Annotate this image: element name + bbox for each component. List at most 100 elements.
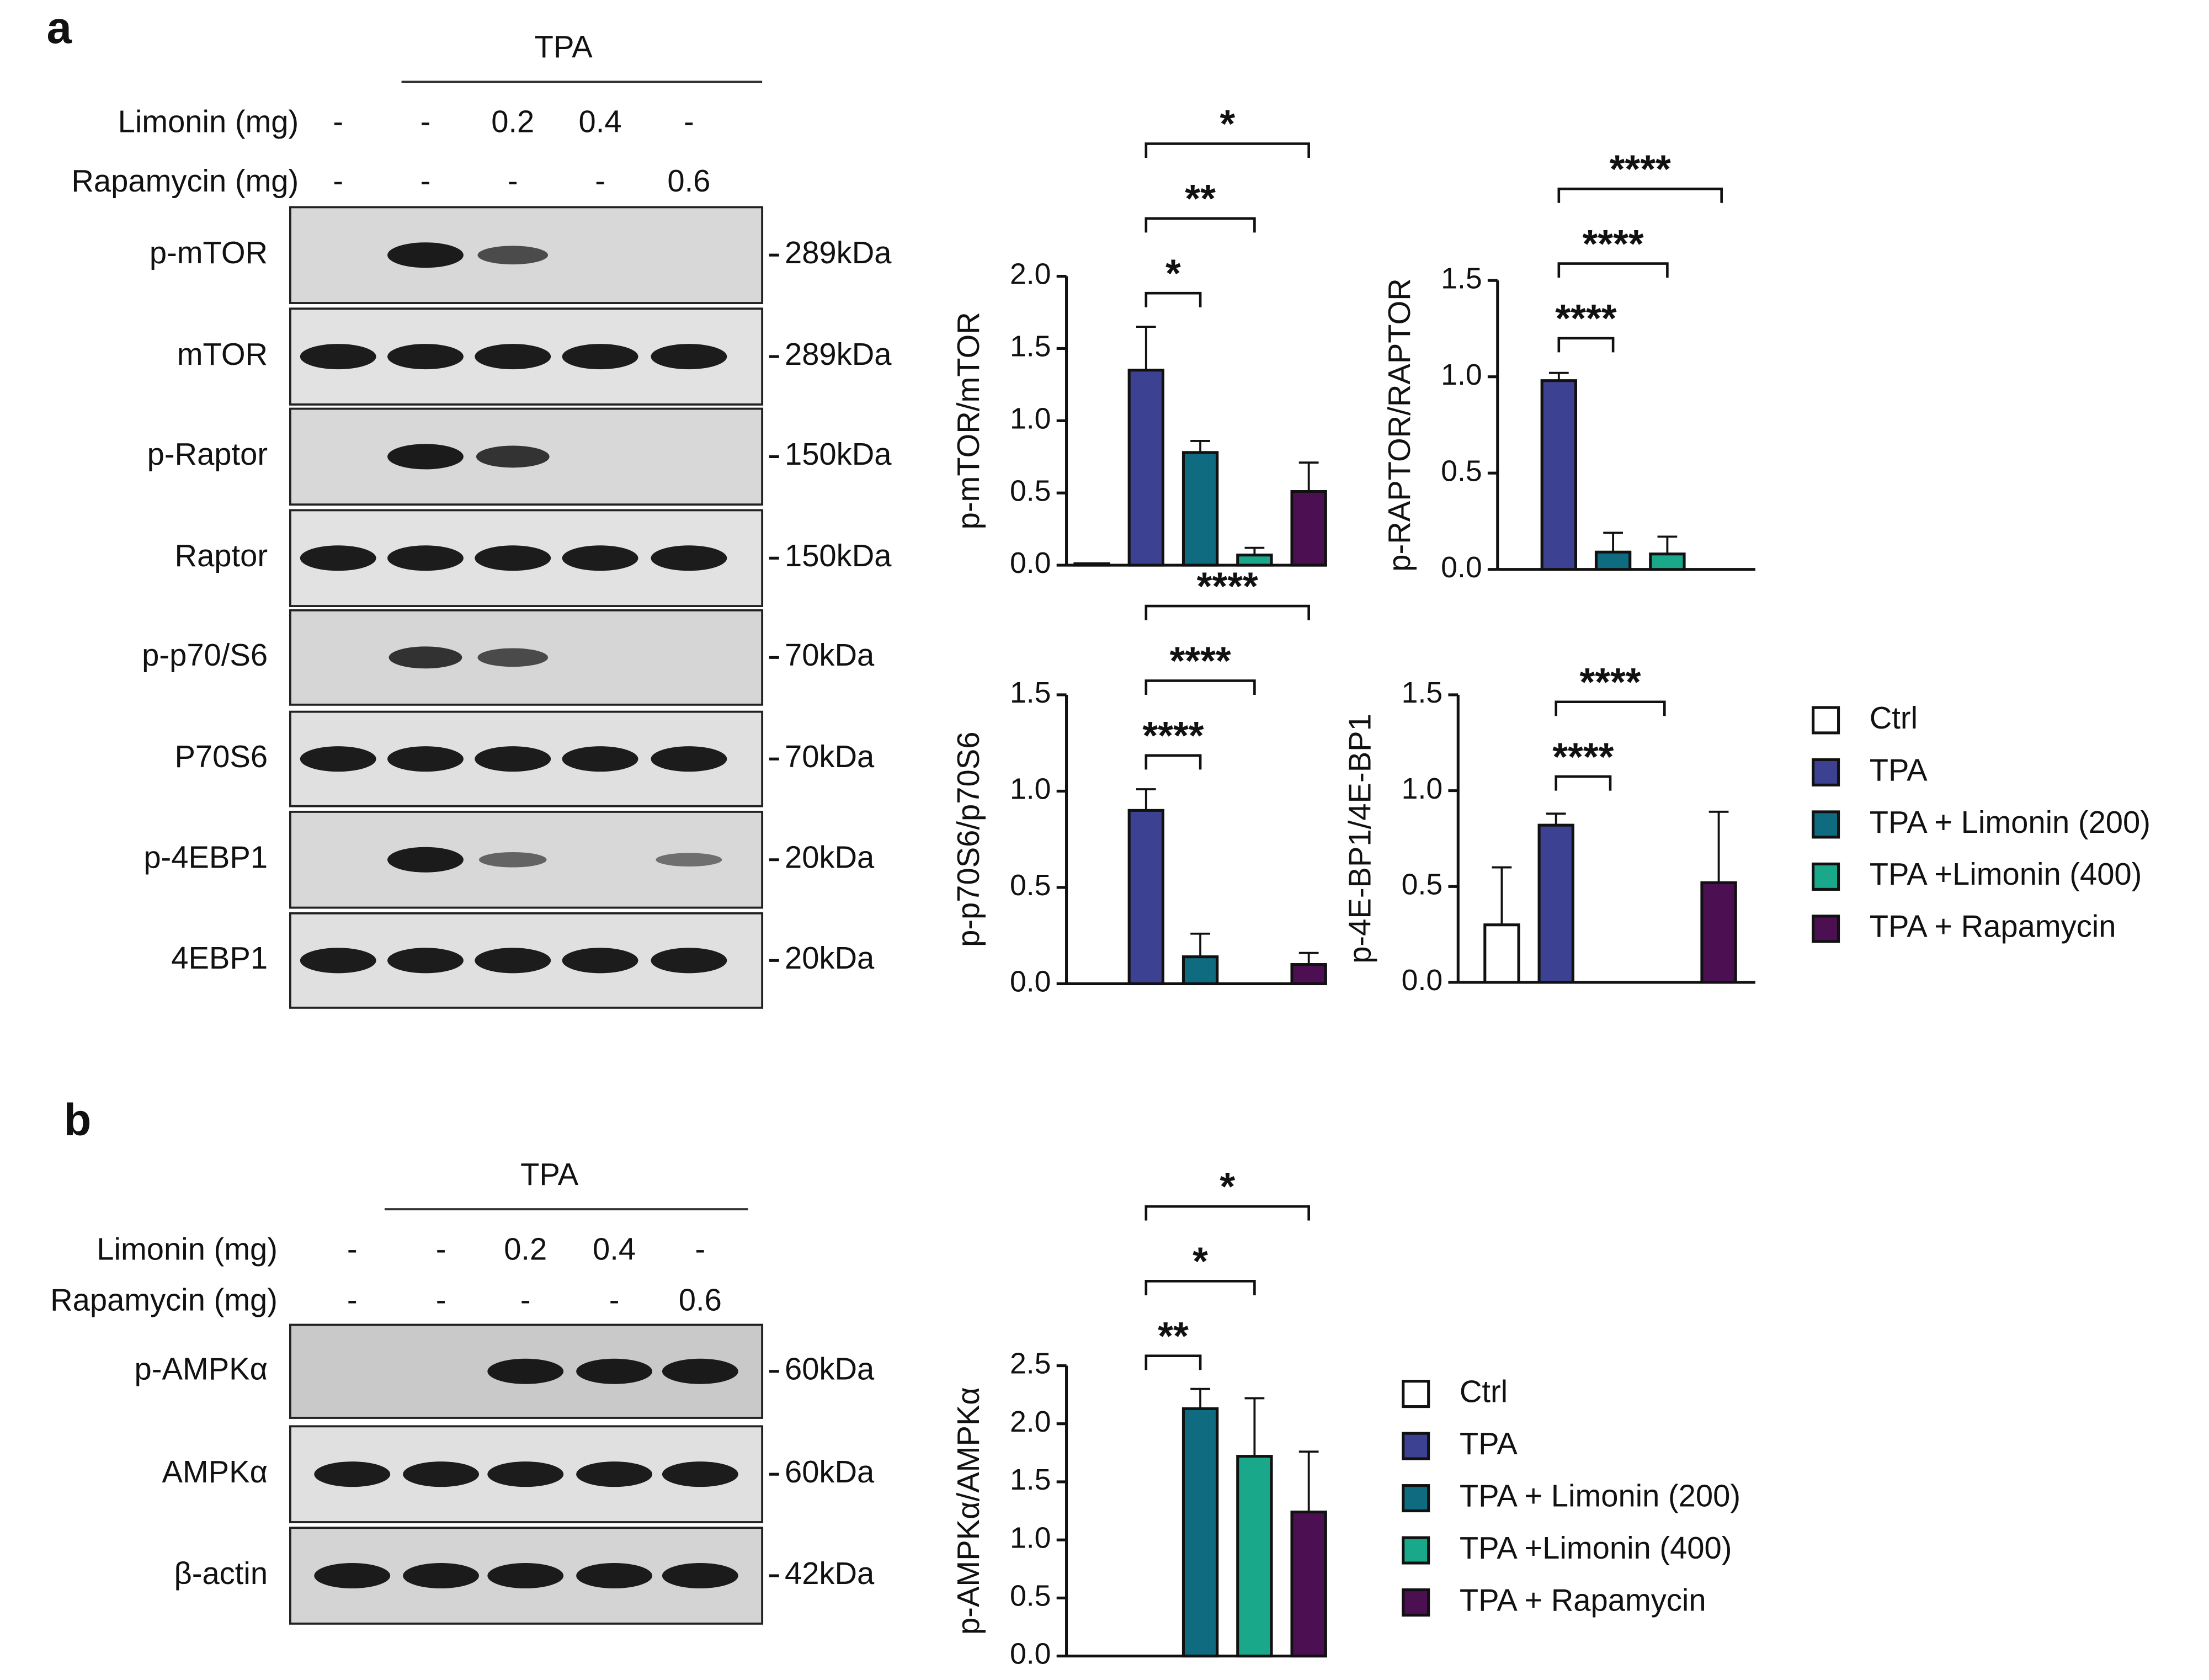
significance-label: *	[1220, 102, 1235, 146]
condition-value: -	[695, 1232, 705, 1267]
bar	[1483, 923, 1520, 984]
band	[403, 1563, 479, 1589]
condition-value: -	[684, 104, 694, 139]
significance-bracket	[1555, 775, 1612, 791]
size-label: 42kDa	[785, 1556, 875, 1591]
error-bar	[1298, 951, 1319, 965]
band	[475, 746, 551, 772]
band	[387, 242, 464, 268]
size-label: 289kDa	[785, 337, 892, 371]
error-bar	[1244, 1397, 1265, 1456]
y-tick-label: 1.0	[1441, 358, 1482, 391]
condition-value: -	[595, 163, 605, 198]
size-label: 70kDa	[785, 739, 875, 774]
legend-label: Ctrl	[1870, 700, 1918, 735]
row-label: AMPKα	[162, 1454, 268, 1489]
significance-label: *	[1220, 1165, 1235, 1209]
band	[576, 1358, 653, 1384]
legend-label: TPA	[1870, 752, 1928, 787]
band	[387, 847, 464, 873]
size-label: 20kDa	[785, 840, 875, 875]
condition-value: 0.4	[579, 104, 622, 139]
significance-bracket	[1145, 1354, 1202, 1370]
band	[314, 1461, 391, 1487]
condition-value: -	[420, 104, 431, 139]
significance-bracket	[1557, 262, 1669, 278]
condition-value: -	[333, 163, 343, 198]
row-label: p-4EBP1	[143, 840, 268, 875]
y-axis-label: p-mTOR/mTOR	[951, 312, 986, 529]
y-tick-label: 0.0	[1402, 964, 1443, 997]
legend-label: TPA	[1460, 1426, 1518, 1461]
legend-label: TPA + Limonin (200)	[1870, 805, 2151, 839]
condition-value: -	[508, 163, 518, 198]
band	[662, 1358, 738, 1384]
size-label: 70kDa	[785, 637, 875, 672]
row-label: p-AMPKα	[135, 1352, 268, 1386]
significance-bracket	[1145, 679, 1256, 695]
condition-value: 0.6	[679, 1282, 722, 1317]
band	[651, 746, 727, 772]
error-bar	[1298, 461, 1319, 492]
legend-swatch	[1812, 915, 1840, 943]
y-tick-label: 1.0	[1010, 1521, 1051, 1554]
group-label: TPA	[535, 29, 593, 64]
y-tick-label: 1.0	[1010, 402, 1051, 435]
size-label: 60kDa	[785, 1352, 875, 1386]
condition-value: -	[520, 1282, 531, 1317]
bar	[1127, 369, 1164, 567]
error-bar	[1298, 1450, 1319, 1512]
y-tick-label: 0.5	[1010, 474, 1051, 507]
condition-value: 0.2	[504, 1232, 547, 1267]
band	[562, 344, 638, 370]
size-label: 150kDa	[785, 538, 892, 573]
bar	[1073, 562, 1110, 567]
condition-value: -	[347, 1232, 358, 1267]
band	[477, 648, 549, 667]
y-tick-label: 0.5	[1010, 869, 1051, 902]
condition-value: -	[347, 1282, 358, 1317]
band	[403, 1461, 479, 1487]
significance-label: ****	[1169, 639, 1231, 683]
y-tick-label: 2.5	[1010, 1347, 1051, 1380]
legend-label: TPA + Rapamycin	[1870, 909, 2116, 944]
error-bar	[1708, 810, 1729, 883]
row-label: P70S6	[174, 739, 268, 774]
band	[387, 545, 464, 571]
row-label: Raptor	[175, 538, 268, 573]
condition-label: Limonin (mg)	[118, 104, 299, 139]
y-tick-label: 1.5	[1010, 676, 1051, 709]
condition-value: -	[420, 163, 431, 198]
condition-label: Limonin (mg)	[97, 1232, 278, 1267]
row-label: β-actin	[174, 1556, 268, 1591]
group-label: TPA	[520, 1157, 579, 1192]
y-tick-label: 1.5	[1010, 1463, 1051, 1496]
error-bar	[1492, 866, 1512, 925]
band	[476, 445, 550, 468]
significance-label: ****	[1555, 296, 1616, 341]
significance-bracket	[1557, 337, 1615, 353]
y-tick-label: 0.0	[1010, 1638, 1051, 1671]
band	[662, 1461, 738, 1487]
significance-label: ****	[1552, 735, 1614, 779]
bar	[1127, 809, 1164, 986]
band	[388, 646, 462, 669]
bar	[1236, 554, 1273, 567]
legend-swatch	[1812, 862, 1840, 891]
legend-swatch	[1402, 1588, 1430, 1617]
band	[487, 1461, 564, 1487]
significance-bracket	[1145, 604, 1310, 620]
significance-label: **	[1185, 177, 1216, 221]
band	[651, 545, 727, 571]
band	[475, 344, 551, 370]
significance-bracket	[1145, 1280, 1256, 1295]
bar	[1236, 1455, 1273, 1658]
significance-label: **	[1158, 1314, 1189, 1358]
condition-value: -	[436, 1232, 446, 1267]
band	[576, 1461, 653, 1487]
error-bar	[1190, 1387, 1210, 1409]
y-tick-label: 1.0	[1402, 772, 1443, 805]
legend-swatch	[1812, 758, 1840, 786]
error-bar	[1546, 812, 1566, 826]
y-axis-label: p-RAPTOR/RAPTOR	[1382, 278, 1417, 572]
